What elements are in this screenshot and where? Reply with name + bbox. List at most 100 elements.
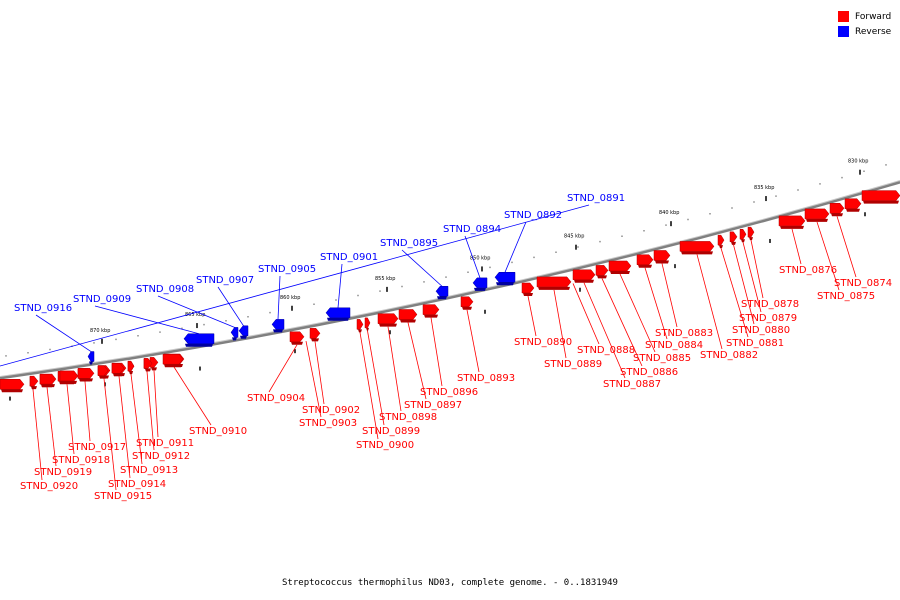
gene-feature[interactable] (636, 254, 654, 265)
gene-label[interactable]: STND_0914 (108, 479, 166, 490)
gene-label[interactable]: STND_0905 (258, 264, 316, 275)
gene-feature[interactable] (377, 313, 399, 324)
gene-label[interactable]: STND_0909 (73, 294, 131, 305)
gene-label[interactable]: STND_0879 (739, 313, 797, 324)
gene-feature[interactable] (325, 307, 351, 319)
gene-shadow (1, 389, 23, 393)
gene-label[interactable]: STND_0897 (404, 400, 462, 411)
gene-feature[interactable] (729, 231, 738, 243)
gene-feature[interactable] (39, 373, 57, 385)
gene-label[interactable]: STND_0883 (655, 328, 713, 339)
gene-shadow (523, 292, 533, 296)
gene-feature[interactable] (747, 226, 755, 238)
gene-feature[interactable] (364, 317, 371, 329)
gene-feature[interactable] (608, 260, 632, 272)
gene-label[interactable]: STND_0902 (302, 405, 360, 416)
gene-feature[interactable] (536, 276, 572, 288)
gene-feature[interactable] (183, 333, 215, 344)
gene-label[interactable]: STND_0878 (741, 299, 799, 310)
gene-label[interactable]: STND_0903 (299, 418, 357, 429)
gene-feature[interactable] (77, 368, 95, 379)
gene-label[interactable]: STND_0892 (504, 210, 562, 221)
gene-feature[interactable] (521, 282, 535, 294)
gene-label[interactable]: STND_0875 (817, 291, 875, 302)
gene-shadow (780, 225, 804, 229)
gene-label[interactable]: STND_0908 (136, 284, 194, 295)
gene-label[interactable]: STND_0910 (189, 426, 247, 437)
gene-feature[interactable] (0, 379, 25, 390)
gene-label[interactable]: STND_0886 (620, 367, 678, 378)
gene-feature[interactable] (653, 250, 671, 261)
gene-label[interactable]: STND_0874 (834, 278, 892, 289)
gene-label[interactable]: STND_0907 (196, 275, 254, 286)
gene-feature[interactable] (804, 208, 830, 220)
gene-label[interactable]: STND_0898 (379, 412, 437, 423)
gene-feature[interactable] (494, 272, 516, 283)
gene-feature[interactable] (309, 328, 321, 339)
gene-feature[interactable] (398, 309, 418, 320)
gene-label[interactable]: STND_0904 (247, 393, 305, 404)
gene-shadow (681, 251, 713, 255)
gene-feature[interactable] (162, 353, 184, 365)
gene-feature[interactable] (59, 370, 79, 382)
gene-label[interactable]: STND_0889 (544, 359, 602, 370)
gene-feature[interactable] (679, 241, 715, 252)
gene-label[interactable]: STND_0913 (120, 465, 178, 476)
label-leader (0, 204, 590, 367)
gene-shadow (99, 375, 107, 379)
gene-feature[interactable] (739, 229, 747, 240)
gene-feature[interactable] (111, 363, 125, 374)
gene-label[interactable]: STND_0919 (34, 467, 92, 478)
gene-feature[interactable] (861, 190, 900, 201)
gene-label[interactable]: STND_0893 (457, 373, 515, 384)
label-leader (130, 374, 143, 465)
gene-label[interactable]: STND_0899 (362, 426, 420, 437)
gene-label[interactable]: STND_0887 (603, 379, 661, 390)
gene-label[interactable]: STND_0888 (577, 345, 635, 356)
gene-label[interactable]: STND_0917 (68, 442, 126, 453)
gene-label[interactable]: STND_0918 (52, 455, 110, 466)
gene-feature[interactable] (717, 234, 725, 246)
gene-feature[interactable] (356, 319, 364, 330)
gene-label[interactable]: STND_0876 (779, 265, 837, 276)
gene-label[interactable]: STND_0900 (356, 440, 414, 451)
gene-label[interactable]: STND_0912 (132, 451, 190, 462)
label-leader (619, 273, 656, 353)
gene-feature[interactable] (143, 358, 153, 369)
gene-label[interactable]: STND_0894 (443, 224, 501, 235)
gene-label[interactable]: STND_0896 (420, 387, 478, 398)
gene-feature[interactable] (435, 285, 449, 297)
gene-feature[interactable] (271, 319, 285, 330)
gene-feature[interactable] (844, 198, 862, 209)
gene-feature[interactable] (460, 296, 474, 308)
gene-label[interactable]: STND_0882 (700, 350, 758, 361)
gene-label[interactable]: STND_0891 (567, 193, 625, 204)
gene-feature[interactable] (87, 351, 95, 362)
gene-label[interactable]: STND_0901 (320, 252, 378, 263)
gene-feature[interactable] (97, 365, 109, 376)
gene-feature[interactable] (572, 269, 596, 281)
gene-feature[interactable] (829, 203, 845, 214)
gene-label[interactable]: STND_0915 (94, 491, 152, 502)
gene-feature[interactable] (238, 325, 249, 337)
gene-label[interactable]: STND_0884 (645, 340, 703, 351)
gene-feature[interactable] (595, 265, 609, 276)
gene-feature[interactable] (422, 304, 440, 315)
gene-feature[interactable] (230, 327, 239, 338)
label-leader (118, 376, 131, 479)
gene-label[interactable]: STND_0920 (20, 481, 78, 492)
gene-label[interactable]: STND_0881 (726, 338, 784, 349)
gene-feature[interactable] (29, 375, 39, 387)
gene-label[interactable]: STND_0880 (732, 325, 790, 336)
gene-feature[interactable] (127, 360, 135, 372)
gene-feature[interactable] (778, 215, 806, 227)
gene-label[interactable]: STND_0916 (14, 303, 72, 314)
gene-label[interactable]: STND_0911 (136, 438, 194, 449)
gene-feature[interactable] (472, 277, 488, 289)
gene-feature[interactable] (289, 331, 305, 343)
label-leader (359, 332, 379, 440)
gene-label[interactable]: STND_0890 (514, 337, 572, 348)
gene-label[interactable]: STND_0895 (380, 238, 438, 249)
gene-label[interactable]: STND_0885 (633, 353, 691, 364)
label-leader (35, 314, 92, 352)
